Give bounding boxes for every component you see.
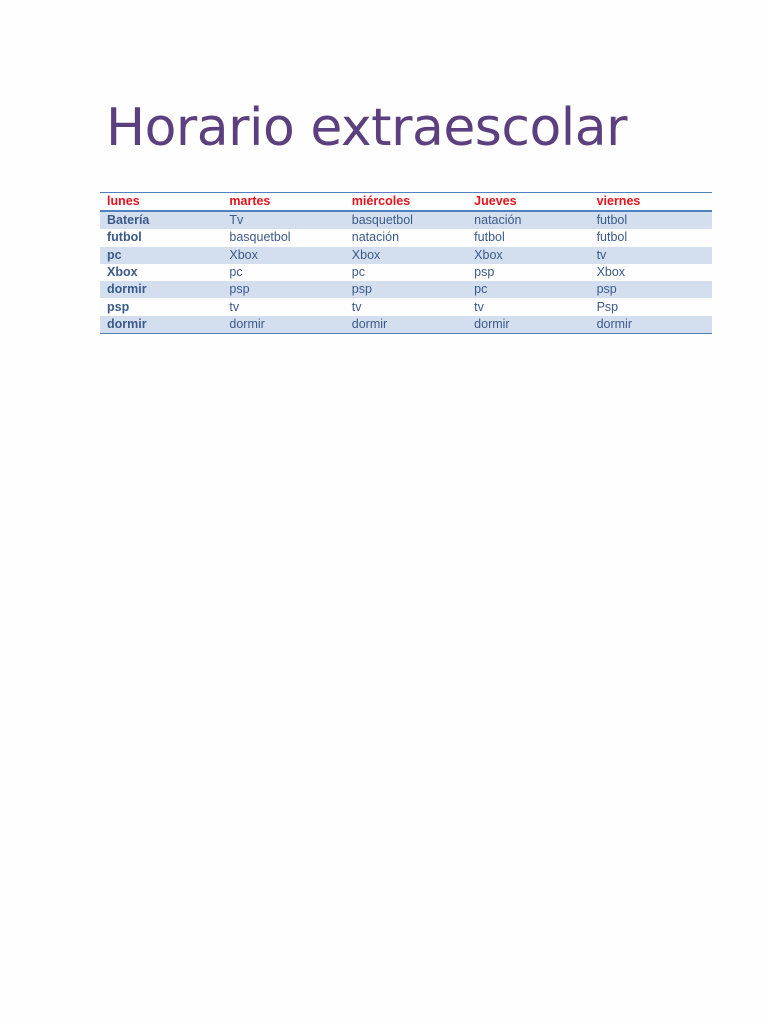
table-row: dormir psp psp pc psp <box>100 281 712 299</box>
table-row: dormir dormir dormir dormir dormir <box>100 315 712 334</box>
table-cell: basquetbol <box>229 230 291 245</box>
table-cell: Xbox <box>351 247 381 262</box>
table-cell: Xbox <box>474 247 503 262</box>
column-header: lunes <box>107 194 140 208</box>
table-cell: tv <box>351 299 362 314</box>
table-cell: tv <box>229 299 240 314</box>
table-cell: Tv <box>229 213 244 228</box>
table-row: Batería Tv basquetbol natación futbol <box>100 211 712 230</box>
table-cell: dormir <box>474 316 510 331</box>
table-cell: Xbox <box>107 265 138 280</box>
header-row: lunes martes miércoles Jueves viernes <box>100 192 712 211</box>
page-title: Horario extraescolar <box>106 98 628 158</box>
table-cell: tv <box>474 299 484 314</box>
table-cell: pc <box>474 282 488 297</box>
table-cell: pc <box>229 265 243 280</box>
table-cell: psp <box>107 299 130 314</box>
table-cell: natación <box>351 230 400 245</box>
column-header: miércoles <box>351 194 411 208</box>
column-header: martes <box>229 194 271 208</box>
table-cell: psp <box>229 282 250 297</box>
table-cell: tv <box>596 247 607 262</box>
table-cell: futbol <box>107 230 142 245</box>
table-cell: Batería <box>107 213 150 228</box>
schedule-table: lunes martes miércoles Jueves viernes Baterí… <box>100 192 712 334</box>
table-cell: psp <box>474 265 495 280</box>
table-cell: dormir <box>596 316 632 331</box>
table-cell: futbol <box>596 230 628 245</box>
table-cell: dormir <box>107 282 147 297</box>
table-cell: basquetbol <box>351 213 413 228</box>
table-cell: pc <box>351 265 365 280</box>
column-header: Jueves <box>474 194 517 208</box>
table-cell: natación <box>474 213 522 228</box>
table-row: Xbox pc pc psp Xbox <box>100 264 712 281</box>
table-cell: futbol <box>474 230 505 245</box>
table-row: futbol basquetbol natación futbol futbol <box>100 229 712 246</box>
table-cell: psp <box>596 282 617 297</box>
table-cell: pc <box>107 247 122 262</box>
table-row: psp tv tv tv Psp <box>100 298 712 315</box>
table-cell: Xbox <box>229 247 258 262</box>
table-row: pc Xbox Xbox Xbox tv <box>100 246 712 264</box>
table-cell: dormir <box>229 316 265 331</box>
table-cell: dormir <box>107 316 147 331</box>
table-cell: psp <box>351 282 372 297</box>
table-cell: futbol <box>596 213 628 228</box>
table-cell: dormir <box>351 316 388 331</box>
table-cell: Xbox <box>596 265 626 280</box>
table-cell: Psp <box>596 299 619 314</box>
column-header: viernes <box>596 194 641 208</box>
